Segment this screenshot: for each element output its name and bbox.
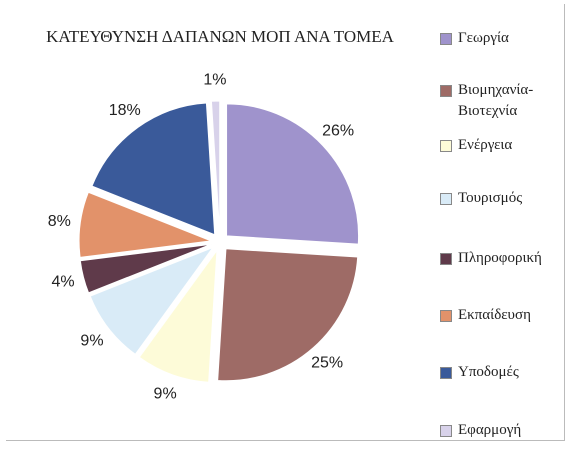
pie-slice [89,246,215,356]
legend-item: Εφαρμογή [440,420,565,441]
pie-slice [91,102,216,236]
pie-slice [226,103,360,245]
legend-item: Πληροφορική [440,248,565,269]
data-label: 9% [80,333,103,350]
legend-swatch [440,425,452,437]
data-label: 9% [154,386,177,403]
pie-slice [78,191,212,258]
legend-label: Βιομηχανία-Βιοτεχνία [458,82,534,119]
legend-label: Ενέργεια [458,137,513,153]
data-label: 25% [311,355,343,372]
legend-label: Εκπαίδευση [458,307,531,323]
chart-title: ΚΑΤΕΥΘΥΝΣΗ ΔΑΠΑΝΩΝ ΜΟΠ ΑΝΑ ΤΟΜΕΑ [46,27,394,46]
legend-label: Τουρισμός [458,190,523,206]
data-label: 8% [48,213,71,230]
data-label: 26% [322,122,354,139]
legend-label: Εφαρμογή [458,422,522,438]
data-label: 18% [109,102,141,119]
legend-swatch [440,85,452,97]
legend-item: Γεωργία [440,28,565,49]
legend-label: Υποδομές [458,364,519,380]
legend-swatch [440,193,452,205]
pie-slice [79,243,212,294]
legend-swatch [440,140,452,152]
legend-swatch [440,310,452,322]
legend-swatch [440,253,452,265]
legend-swatch [440,367,452,379]
legend-swatch [440,33,452,45]
legend-label: Πληροφορική [458,250,542,266]
data-label: 4% [52,274,75,291]
legend-item: Ενέργεια [440,135,565,156]
legend-item: Εκπαίδευση [440,305,565,326]
legend-label: Γεωργία [458,30,509,46]
legend-item: Τουρισμός [440,188,565,209]
frame [6,4,565,441]
legend-item: Υποδομές [440,362,565,383]
pie-slice [217,248,359,382]
legend-item: Βιομηχανία-Βιοτεχνία [440,80,565,122]
pie-slice [210,100,221,234]
data-label: 1% [203,71,226,88]
pie-slice [138,248,218,383]
